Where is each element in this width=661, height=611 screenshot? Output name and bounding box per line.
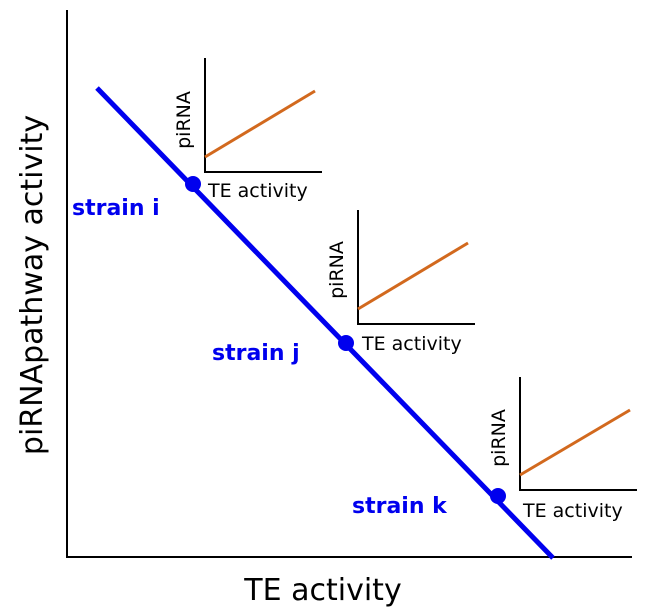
inset-y-label: piRNA (173, 91, 195, 149)
strain-label: strain j (212, 341, 300, 366)
inset-line (204, 89, 316, 159)
x-axis-label: TE activity (243, 573, 401, 608)
inset: piRNA TE activity (326, 210, 475, 355)
inset: piRNA TE activity (488, 377, 637, 522)
inset-line (357, 241, 469, 311)
strain-point (338, 335, 354, 351)
strain-point (490, 488, 506, 504)
inset-y-label: piRNA (326, 241, 348, 299)
inset-axes (357, 210, 475, 325)
trend-line (95, 86, 555, 560)
strain-point (185, 176, 201, 192)
inset: piRNA TE activity (173, 58, 322, 202)
inset-x-label: TE activity (522, 500, 623, 522)
inset-line (519, 408, 631, 477)
inset-x-label: TE activity (361, 333, 462, 355)
strain-label: strain i (72, 196, 160, 221)
strain-label: strain k (352, 494, 448, 519)
inset-y-label: piRNA (488, 409, 510, 467)
inset-axes (519, 377, 637, 491)
inset-axes (204, 58, 322, 173)
y-axis-label: piRNApathway activity (15, 115, 50, 455)
main-axes (66, 10, 632, 558)
inset-x-label: TE activity (207, 180, 308, 202)
